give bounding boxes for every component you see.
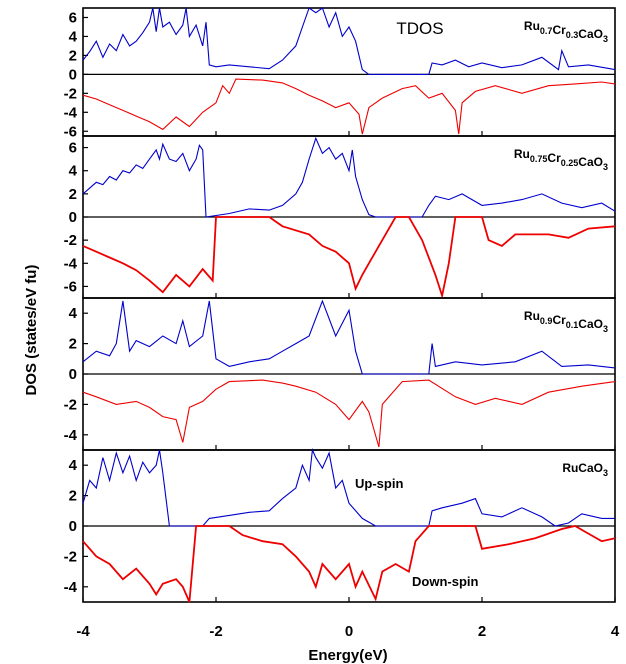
compound-label: Ru0.7Cr0.3CaO3 [524, 19, 608, 44]
compound-subscript: 0.3 [566, 30, 579, 40]
compound-element: Ru [514, 147, 530, 161]
compound-label: Ru0.75Cr0.25CaO3 [514, 147, 608, 172]
y-tick-label: -6 [64, 123, 77, 140]
series-down-spin [82, 379, 616, 448]
y-tick-label: 0 [69, 366, 77, 383]
series-down-spin [82, 525, 616, 603]
compound-element: CaO [578, 317, 603, 331]
y-tick-label: 4 [69, 457, 78, 474]
compound-subscript: 0.25 [561, 158, 579, 168]
y-tick-label: 6 [69, 140, 77, 157]
compound-subscript: 3 [603, 468, 608, 478]
y-tick-label: 2 [69, 47, 77, 64]
y-tick-label: 4 [69, 163, 78, 180]
down-spin-label: Down-spin [412, 574, 478, 589]
x-tick-label: 4 [611, 623, 620, 640]
y-tick-label: -2 [64, 548, 77, 565]
y-tick-label: 2 [69, 488, 77, 505]
compound-element: Ru [524, 309, 540, 323]
compound-label: Ru0.9Cr0.1CaO3 [524, 309, 608, 334]
y-tick-label: -2 [64, 232, 77, 249]
compound-subscript: 0.7 [540, 26, 553, 36]
compound-subscript: 3 [603, 34, 608, 44]
y-tick-label: 0 [69, 518, 77, 535]
up-spin-label: Up-spin [355, 476, 403, 491]
compound-subscript: 0.9 [540, 316, 553, 326]
y-tick-label: -4 [64, 579, 78, 596]
y-tick-label: -4 [64, 104, 78, 121]
y-tick-label: 4 [69, 305, 78, 322]
series-up-spin [82, 299, 616, 375]
x-tick-label: 0 [345, 623, 353, 640]
x-tick-label: -4 [76, 623, 90, 640]
compound-subscript: 0.75 [530, 154, 548, 164]
series-down-spin [82, 216, 616, 300]
y-tick-label: -4 [64, 255, 78, 272]
compound-subscript: 3 [603, 162, 608, 172]
compound-element: Cr [552, 23, 566, 37]
y-tick-label: 2 [69, 336, 77, 353]
panel-1: 6 4 2 0 -2 -4 -6 TDOS Ru0.7Cr0.3CaO3 [64, 7, 616, 140]
panel-2: 6 4 2 0 -2 -4 -6 Ru0.75Cr0.25CaO3 [64, 135, 616, 300]
series-down-spin [82, 78, 616, 135]
x-axis-label: Energy(eV) [308, 647, 387, 664]
x-tick-label: -2 [209, 623, 222, 640]
compound-subscript: 0.1 [566, 320, 579, 330]
x-axis: -4 -2 0 2 4 [76, 623, 620, 640]
compound-element: Cr [552, 313, 566, 327]
y-tick-label: -4 [64, 427, 78, 444]
y-tick-label: -2 [64, 396, 77, 413]
compound-subscript: 3 [603, 324, 608, 334]
series-up-spin [82, 447, 615, 527]
compound-element: CaO [578, 155, 603, 169]
panel-3: 4 2 0 -2 -4 Ru0.9Cr0.1CaO3 [64, 297, 616, 451]
y-tick-label: -6 [64, 278, 77, 295]
y-tick-label: 4 [69, 28, 78, 45]
compound-label: RuCaO3 [562, 461, 608, 478]
y-tick-label: 2 [69, 186, 77, 203]
compound-element: CaO [578, 27, 603, 41]
y-tick-label: -2 [64, 85, 77, 102]
compound-element: Cr [547, 151, 561, 165]
series-up-spin [82, 136, 616, 218]
y-axis-label: DOS (states/eV fu) [23, 265, 40, 396]
y-tick-label: 6 [69, 9, 77, 26]
y-tick-label: 0 [69, 66, 77, 83]
series-up-spin [82, 7, 616, 75]
panel-4: 4 2 0 -2 -4 RuCaO3 Up-spin Down-spin [64, 447, 616, 603]
x-tick-label: 2 [478, 623, 486, 640]
y-tick-label: 0 [69, 209, 77, 226]
compound-element: RuCaO [562, 461, 603, 475]
compound-element: Ru [524, 19, 540, 33]
panel-title: TDOS [396, 19, 443, 38]
